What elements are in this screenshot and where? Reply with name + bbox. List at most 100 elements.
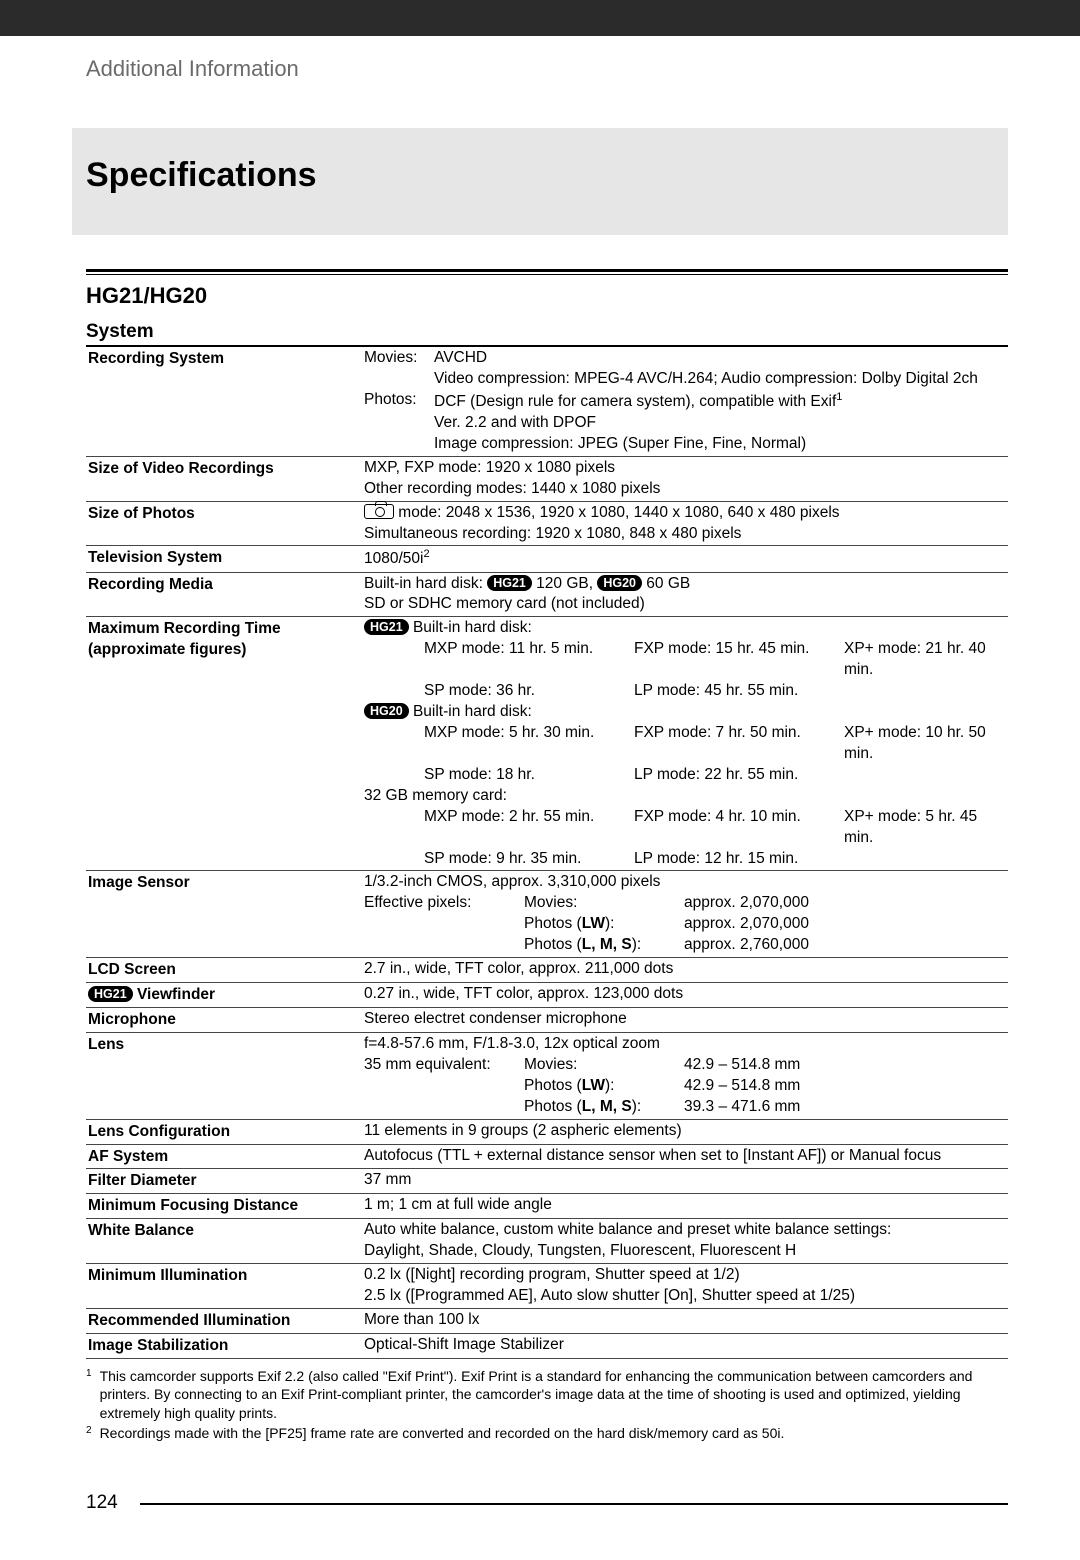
page-title: Specifications <box>72 156 1008 195</box>
lens-mov: Movies: <box>524 1055 684 1076</box>
lens-eq: 35 mm equivalent: <box>364 1055 524 1076</box>
mr-hg20-r2a: SP mode: 18 hr. <box>424 765 634 786</box>
label-mic: Microphone <box>86 1009 364 1031</box>
footnote-1: This camcorder supports Exif 2.2 (also c… <box>100 1367 1008 1422</box>
row-filter: Filter Diameter 37 mm <box>86 1169 1008 1194</box>
mr-mem-head: 32 GB memory card: <box>364 786 1008 807</box>
mr-hg20-r1a: MXP mode: 5 hr. 30 min. <box>424 723 634 765</box>
row-lcd: LCD Screen 2.7 in., wide, TFT color, app… <box>86 958 1008 983</box>
label-viewfinder: HG21 Viewfinder <box>86 984 364 1006</box>
lcd-val: 2.7 in., wide, TFT color, approx. 211,00… <box>364 959 1008 981</box>
rm-l1: Built-in hard disk: HG21 120 GB, HG20 60… <box>364 574 1008 595</box>
sv-l2: Other recording modes: 1440 x 1080 pixel… <box>364 479 1008 500</box>
wb-l1: Auto white balance, custom white balance… <box>364 1220 1008 1241</box>
row-rec-illum: Recommended Illumination More than 100 l… <box>86 1309 1008 1334</box>
row-min-illum: Minimum Illumination 0.2 lx ([Night] rec… <box>86 1264 1008 1309</box>
row-min-focus: Minimum Focusing Distance 1 m; 1 cm at f… <box>86 1194 1008 1219</box>
model-heading: HG21/HG20 <box>86 283 1008 309</box>
lens-plw-v: 42.9 – 514.8 mm <box>684 1076 1008 1097</box>
is-l1: 1/3.2-inch CMOS, approx. 3,310,000 pixel… <box>364 872 1008 893</box>
mr-hg21-head: HG21 Built-in hard disk: <box>364 618 1008 639</box>
mr-hg20-r1b: FXP mode: 7 hr. 50 min. <box>634 723 844 765</box>
min-focus-val: 1 m; 1 cm at full wide angle <box>364 1195 1008 1217</box>
rec-illum-val: More than 100 lx <box>364 1310 1008 1332</box>
double-rule <box>86 269 1008 275</box>
title-block: Specifications <box>72 128 1008 235</box>
label-lcd: LCD Screen <box>86 959 364 981</box>
label-size-video: Size of Video Recordings <box>86 458 364 500</box>
is-mov-v: approx. 2,070,000 <box>684 893 1008 914</box>
is-mov: Movies: <box>524 893 684 914</box>
camera-icon <box>364 504 394 519</box>
rs-video-compression: Video compression: MPEG-4 AVC/H.264; Aud… <box>434 369 1008 390</box>
mr-hg21-r1a: MXP mode: 11 hr. 5 min. <box>424 639 634 681</box>
label-recording-system: Recording System <box>86 348 364 455</box>
lens-plms-v: 39.3 – 471.6 mm <box>684 1097 1008 1118</box>
lens-l1: f=4.8-57.6 mm, F/1.8-3.0, 12x optical zo… <box>364 1034 1008 1055</box>
lens-config-val: 11 elements in 9 groups (2 aspheric elem… <box>364 1121 1008 1143</box>
mr-hg20-r1c: XP+ mode: 10 hr. 50 min. <box>844 723 1008 765</box>
mr-mem-r1c: XP+ mode: 5 hr. 45 min. <box>844 807 1008 849</box>
page-rule <box>140 1503 1008 1505</box>
label-lens: Lens <box>86 1034 364 1118</box>
lens-plms: Photos (L, M, S): <box>524 1097 684 1118</box>
chip-hg20: HG20 <box>597 575 642 591</box>
row-af: AF System Autofocus (TTL + external dist… <box>86 1145 1008 1170</box>
rs-movies-val: AVCHD <box>434 348 1008 369</box>
rs-photos-label: Photos: <box>364 390 434 455</box>
row-recording-system: Recording System Movies: AVCHD Video com… <box>86 347 1008 457</box>
page-content: Additional Information Specifications HG… <box>0 0 1080 1443</box>
wb-l2: Daylight, Shade, Cloudy, Tungsten, Fluor… <box>364 1241 1008 1262</box>
vf-val: 0.27 in., wide, TFT color, approx. 123,0… <box>364 984 1008 1006</box>
is-plw: Photos (LW): <box>524 914 684 935</box>
row-max-rec: Maximum Recording Time (approximate figu… <box>86 617 1008 871</box>
mr-hg20-r2b: LP mode: 22 hr. 55 min. <box>634 765 844 786</box>
mr-hg21-r2a: SP mode: 36 hr. <box>424 681 634 702</box>
label-image-stab: Image Stabilization <box>86 1335 364 1357</box>
is-plw-v: approx. 2,070,000 <box>684 914 1008 935</box>
mr-mem-r1b: FXP mode: 4 hr. 10 min. <box>634 807 844 849</box>
rs-photos-line1: DCF (Design rule for camera system), com… <box>434 390 1008 413</box>
lens-mov-v: 42.9 – 514.8 mm <box>684 1055 1008 1076</box>
row-wb: White Balance Auto white balance, custom… <box>86 1219 1008 1264</box>
rs-photos-line3: Image compression: JPEG (Super Fine, Fin… <box>434 434 1008 455</box>
row-viewfinder: HG21 Viewfinder 0.27 in., wide, TFT colo… <box>86 983 1008 1008</box>
mr-hg21-r1b: FXP mode: 15 hr. 45 min. <box>634 639 844 681</box>
label-lens-config: Lens Configuration <box>86 1121 364 1143</box>
row-lens-config: Lens Configuration 11 elements in 9 grou… <box>86 1120 1008 1145</box>
rs-photos-line2: Ver. 2.2 and with DPOF <box>434 413 1008 434</box>
mr-hg20-head: HG20 Built-in hard disk: <box>364 702 1008 723</box>
section-system: System <box>86 321 1008 347</box>
row-lens: Lens f=4.8-57.6 mm, F/1.8-3.0, 12x optic… <box>86 1033 1008 1120</box>
label-af: AF System <box>86 1146 364 1168</box>
label-max-rec: Maximum Recording Time (approximate figu… <box>86 618 364 869</box>
mr-hg21-r1c: XP+ mode: 21 hr. 40 min. <box>844 639 1008 681</box>
sv-l1: MXP, FXP mode: 1920 x 1080 pixels <box>364 458 1008 479</box>
label-min-illum: Minimum Illumination <box>86 1265 364 1307</box>
label-filter: Filter Diameter <box>86 1170 364 1192</box>
label-rec-illum: Recommended Illumination <box>86 1310 364 1332</box>
page-number: 124 <box>86 1492 118 1514</box>
row-image-stab: Image Stabilization Optical-Shift Image … <box>86 1334 1008 1359</box>
filter-val: 37 mm <box>364 1170 1008 1192</box>
image-stab-val: Optical-Shift Image Stabilizer <box>364 1335 1008 1357</box>
mic-val: Stereo electret condenser microphone <box>364 1009 1008 1031</box>
label-tv-system: Television System <box>86 547 364 570</box>
mr-mem-r2b: LP mode: 12 hr. 15 min. <box>634 849 844 870</box>
label-wb: White Balance <box>86 1220 364 1262</box>
row-size-photos: Size of Photos mode: 2048 x 1536, 1920 x… <box>86 502 1008 547</box>
mr-hg21-r2b: LP mode: 45 hr. 55 min. <box>634 681 844 702</box>
mr-mem-r2a: SP mode: 9 hr. 35 min. <box>424 849 634 870</box>
label-image-sensor: Image Sensor <box>86 872 364 956</box>
row-size-video: Size of Video Recordings MXP, FXP mode: … <box>86 457 1008 502</box>
row-rec-media: Recording Media Built-in hard disk: HG21… <box>86 573 1008 618</box>
row-image-sensor: Image Sensor 1/3.2-inch CMOS, approx. 3,… <box>86 871 1008 958</box>
mi-l1: 0.2 lx ([Night] recording program, Shutt… <box>364 1265 1008 1286</box>
label-rec-media: Recording Media <box>86 574 364 616</box>
footnotes: 1This camcorder supports Exif 2.2 (also … <box>86 1367 1008 1444</box>
top-bar <box>0 0 1080 36</box>
sp-l1: mode: 2048 x 1536, 1920 x 1080, 1440 x 1… <box>364 503 1008 524</box>
is-plms-v: approx. 2,760,000 <box>684 935 1008 956</box>
is-eff: Effective pixels: <box>364 893 524 914</box>
footnote-2: Recordings made with the [PF25] frame ra… <box>100 1424 785 1443</box>
